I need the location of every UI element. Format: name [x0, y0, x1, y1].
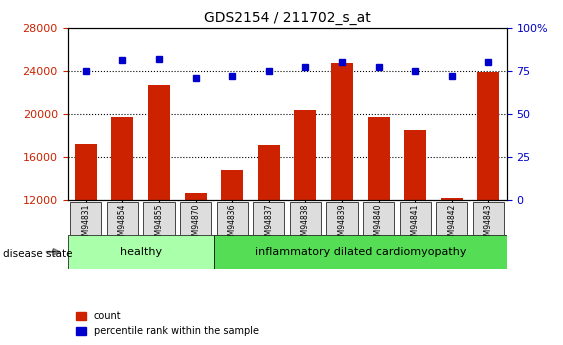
Text: inflammatory dilated cardiomyopathy: inflammatory dilated cardiomyopathy	[254, 247, 466, 257]
Bar	[441, 198, 463, 329]
FancyBboxPatch shape	[363, 202, 394, 235]
Title: GDS2154 / 211702_s_at: GDS2154 / 211702_s_at	[204, 11, 370, 25]
FancyBboxPatch shape	[400, 202, 431, 235]
FancyBboxPatch shape	[473, 202, 504, 235]
Bar	[331, 63, 353, 329]
Text: GSM94843: GSM94843	[484, 204, 493, 245]
Text: GSM94831: GSM94831	[82, 204, 90, 245]
FancyBboxPatch shape	[107, 202, 138, 235]
Text: GSM94840: GSM94840	[374, 204, 383, 245]
Text: GSM94836: GSM94836	[228, 204, 236, 245]
Bar	[111, 117, 133, 329]
Text: GSM94839: GSM94839	[338, 204, 346, 245]
Bar	[368, 117, 390, 329]
Bar	[185, 193, 207, 329]
Text: GSM94855: GSM94855	[155, 204, 163, 245]
FancyBboxPatch shape	[436, 202, 467, 235]
Bar	[477, 72, 499, 329]
Text: GSM94870: GSM94870	[191, 204, 200, 245]
FancyBboxPatch shape	[214, 235, 507, 269]
FancyBboxPatch shape	[180, 202, 211, 235]
Bar	[221, 170, 243, 329]
Legend: count, percentile rank within the sample: count, percentile rank within the sample	[73, 307, 263, 340]
Bar	[404, 130, 426, 329]
Text: GSM94854: GSM94854	[118, 204, 127, 245]
Bar	[258, 145, 280, 329]
Text: GSM94837: GSM94837	[265, 204, 273, 245]
FancyBboxPatch shape	[144, 202, 175, 235]
FancyBboxPatch shape	[327, 202, 358, 235]
Bar	[75, 144, 97, 329]
Text: GSM94842: GSM94842	[448, 204, 456, 245]
FancyBboxPatch shape	[68, 235, 214, 269]
Text: disease state: disease state	[3, 249, 72, 258]
FancyBboxPatch shape	[290, 202, 321, 235]
FancyBboxPatch shape	[217, 202, 248, 235]
FancyBboxPatch shape	[253, 202, 284, 235]
Bar	[148, 85, 170, 329]
Text: GSM94838: GSM94838	[301, 204, 310, 245]
FancyBboxPatch shape	[70, 202, 101, 235]
Text: GSM94841: GSM94841	[411, 204, 419, 245]
Bar	[294, 110, 316, 329]
Text: healthy: healthy	[120, 247, 162, 257]
